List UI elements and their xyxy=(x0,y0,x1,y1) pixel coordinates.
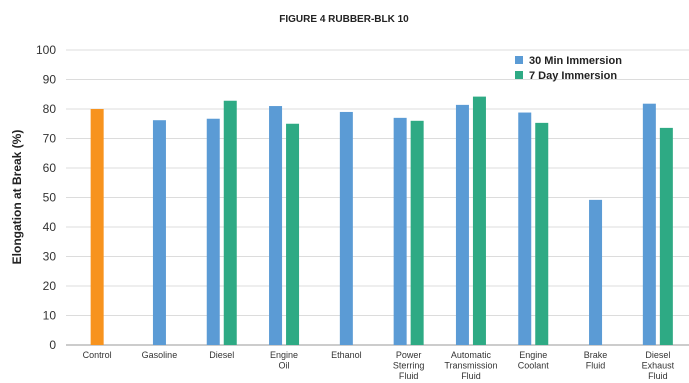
bar-series-1 xyxy=(339,111,353,345)
gridlines xyxy=(66,49,689,346)
y-tick-label: 60 xyxy=(43,161,57,175)
x-tick-label: Ethanol xyxy=(331,350,362,360)
y-tick-label: 50 xyxy=(43,191,57,205)
bar-series-2 xyxy=(535,122,549,346)
x-tick-label: Fluid xyxy=(399,371,419,381)
x-tick-label: Exhaust xyxy=(642,361,675,371)
legend: 30 Min Immersion 7 Day Immersion xyxy=(515,55,622,82)
y-tick-label: 100 xyxy=(36,43,56,57)
y-tick-label: 30 xyxy=(43,250,57,264)
bar-series-1 xyxy=(455,104,469,346)
bar-series-1 xyxy=(642,103,656,345)
x-tick-label: Control xyxy=(83,350,112,360)
x-tick-label: Automatic xyxy=(451,350,492,360)
chart-title: FIGURE 4 RUBBER-BLK 10 xyxy=(279,14,409,25)
x-tick-label: Engine xyxy=(519,350,547,360)
x-tick-label: Brake xyxy=(584,350,608,360)
bar-series-1 xyxy=(393,117,407,345)
bar-series-1 xyxy=(589,199,603,345)
legend-swatch xyxy=(515,71,523,79)
legend-label: 30 Min Immersion xyxy=(529,55,622,67)
x-tick-label: Power xyxy=(396,350,422,360)
bar-control xyxy=(90,109,104,345)
bar-series-2 xyxy=(659,127,673,345)
y-tick-label: 10 xyxy=(43,309,57,323)
bars xyxy=(90,96,673,346)
x-tick-label: Diesel xyxy=(645,350,670,360)
y-tick-label: 40 xyxy=(43,220,57,234)
bar-series-2 xyxy=(472,96,486,345)
bar-series-1 xyxy=(206,118,220,345)
legend-swatch xyxy=(515,56,523,64)
bar-series-1 xyxy=(269,106,283,345)
y-tick-label: 20 xyxy=(43,279,57,293)
x-tick-label: Engine xyxy=(270,350,298,360)
y-tick-label: 90 xyxy=(43,73,57,87)
y-axis-ticks: 0 10 20 30 40 50 60 70 80 90 100 xyxy=(36,43,56,352)
legend-label: 7 Day Immersion xyxy=(529,70,617,82)
x-tick-label: Gasoline xyxy=(142,350,178,360)
y-axis-label: Elongation at Break (%) xyxy=(10,130,24,265)
bar-series-2 xyxy=(223,100,237,346)
x-tick-label: Coolant xyxy=(518,361,550,371)
bar-series-1 xyxy=(152,120,166,346)
x-tick-label: Fluid xyxy=(586,361,606,371)
x-tick-label: Sterring xyxy=(393,361,425,371)
y-tick-label: 0 xyxy=(49,338,56,352)
x-tick-label: Oil xyxy=(279,361,290,371)
x-tick-label: Transmission xyxy=(444,361,497,371)
bar-series-1 xyxy=(518,112,532,345)
bar-series-2 xyxy=(286,123,300,345)
x-tick-label: Fluid xyxy=(461,371,481,381)
bar-series-2 xyxy=(410,120,424,345)
x-tick-label: Diesel xyxy=(209,350,234,360)
y-tick-label: 70 xyxy=(43,132,57,146)
x-tick-label: Fluid xyxy=(648,371,668,381)
y-tick-label: 80 xyxy=(43,102,57,116)
